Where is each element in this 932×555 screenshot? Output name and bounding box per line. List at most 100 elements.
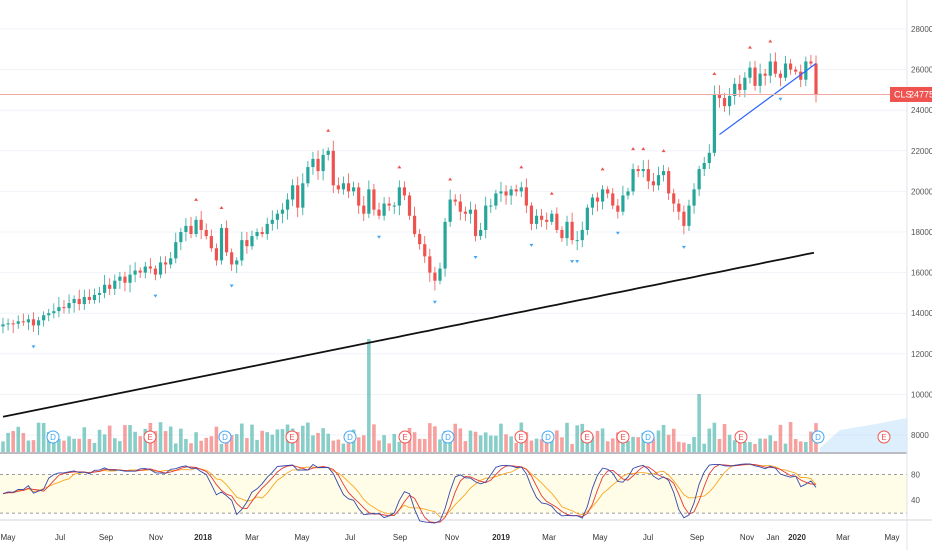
dividend-marker [46, 430, 60, 444]
volume-bar [11, 431, 15, 452]
candle-body [661, 171, 666, 176]
volume-bar [265, 432, 270, 452]
candle-body [133, 270, 137, 275]
volume-bar [158, 422, 163, 452]
candle-body [524, 187, 528, 206]
ema-path [2, 251, 815, 418]
candle-body [631, 169, 635, 192]
volume-bar [311, 435, 315, 452]
candle-body [230, 252, 234, 265]
candle-body [707, 152, 711, 163]
volume-bar [224, 435, 229, 452]
volume-bar [77, 438, 82, 452]
marker-letter: E [738, 433, 743, 442]
candle-body [550, 213, 554, 222]
candle-body [270, 219, 274, 224]
candle-body [392, 205, 396, 207]
candle-body [285, 199, 290, 210]
x-tick-label: May [592, 533, 607, 542]
candle-body [316, 158, 320, 172]
marker-letter: D [815, 433, 821, 442]
swing-high-arrow [194, 197, 199, 201]
volume-bar [504, 434, 508, 452]
volume-bar [717, 438, 722, 452]
volume-bar [295, 432, 300, 452]
candle-body [463, 211, 467, 214]
candle-body [77, 298, 81, 305]
candle-body [250, 236, 254, 247]
candle-body [473, 209, 478, 237]
volume-bar [494, 435, 498, 452]
swing-low-arrow [432, 300, 437, 304]
candle-body [357, 187, 361, 206]
volume-bar [646, 436, 651, 452]
volume-bar [41, 422, 46, 452]
volume-bar [204, 437, 209, 452]
volume-bar [356, 437, 361, 452]
volume-bar [712, 422, 717, 452]
volume-bar [539, 439, 544, 452]
volume-bar [250, 424, 254, 452]
x-tick-label: Sep [393, 533, 408, 542]
candle-body [255, 232, 259, 237]
x-tick-label: 2018 [194, 533, 212, 542]
candle-body [428, 256, 432, 273]
last-price-box [890, 86, 932, 102]
volume-bar [321, 428, 325, 452]
swing-high-arrow [600, 167, 605, 171]
volume-bar [168, 426, 173, 452]
candle-body [763, 73, 767, 76]
volume-bar [565, 422, 569, 452]
volume-bar [382, 435, 386, 452]
volume-bar [138, 436, 142, 452]
swing-low-arrow [570, 260, 575, 264]
earnings-marker [580, 430, 594, 444]
volume-bar [280, 429, 285, 452]
candle-body [158, 262, 163, 275]
volume-bar [626, 440, 630, 452]
candle-body [352, 187, 356, 192]
candle-body [540, 215, 544, 220]
candle-body [616, 205, 620, 212]
volume-bar [707, 428, 712, 452]
candle-body [514, 189, 518, 192]
volume-bar [428, 423, 432, 452]
candle-body [453, 199, 457, 202]
candle-body [590, 197, 595, 208]
volume-bar [67, 436, 71, 452]
volume-bar [133, 431, 137, 452]
candle-body [82, 296, 86, 305]
volume-bar [387, 443, 391, 452]
candle-body [397, 187, 401, 206]
x-tick-label: Jan [767, 533, 780, 542]
candle-body [484, 205, 488, 230]
candle-body [814, 63, 818, 95]
marker-letter: E [147, 433, 152, 442]
volume-bar [92, 442, 97, 452]
candle-body [52, 311, 56, 314]
candle-body [108, 284, 112, 289]
candle-body [16, 321, 20, 324]
candle-body [331, 150, 335, 186]
x-tick-label: Nov [445, 533, 459, 542]
marker-letter: E [518, 433, 523, 442]
volume-bar [62, 440, 66, 452]
volume-bar [677, 441, 681, 452]
candle-body [219, 227, 224, 261]
volume-bar [72, 438, 76, 452]
x-tick-label: Mar [245, 533, 259, 542]
earnings-marker [734, 430, 748, 444]
candle-body [372, 189, 376, 210]
volume-bar [661, 424, 666, 452]
candle-body [423, 244, 427, 257]
candle-body [783, 63, 788, 78]
volume-bar [478, 435, 483, 452]
volume-bar [306, 422, 310, 452]
volume-bar [798, 441, 803, 452]
swing-low-arrow [529, 243, 534, 247]
candle-body [753, 67, 757, 86]
candle-body [346, 183, 351, 192]
volume-bar [748, 442, 752, 452]
